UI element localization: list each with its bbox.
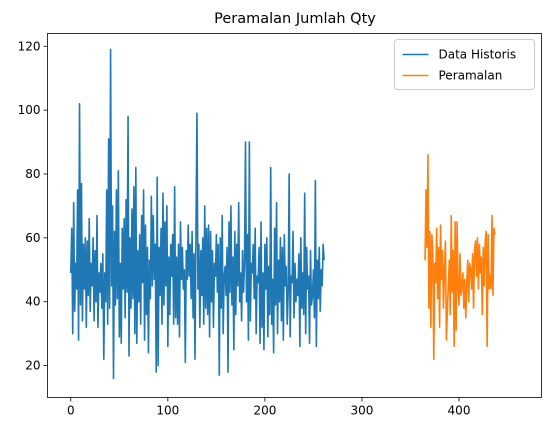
y-tick-label: 60 [25, 231, 40, 245]
legend-label-2: Peramalan [439, 69, 503, 83]
chart-title: Peramalan Jumlah Qty [214, 11, 376, 27]
y-tick-label: 40 [25, 295, 40, 309]
x-axis: 0 100 200 300 400 [67, 397, 471, 418]
legend: Data Historis Peramalan [394, 39, 535, 90]
y-tick-label: 120 [18, 39, 41, 53]
x-tick-label: 100 [156, 404, 179, 418]
x-tick-label: 400 [448, 404, 471, 418]
legend-label-1: Data Historis [439, 48, 517, 62]
series-line-2 [424, 154, 496, 360]
plot-frame [47, 33, 542, 398]
series-layer [69, 48, 496, 380]
y-tick-label: 100 [18, 103, 41, 117]
x-tick-label: 200 [253, 404, 276, 418]
legend-box [394, 39, 535, 90]
series-line-1 [69, 48, 325, 380]
x-tick-label: 0 [67, 404, 75, 418]
x-tick-label: 300 [350, 404, 373, 418]
y-tick-label: 20 [25, 359, 40, 373]
y-tick-label: 80 [25, 167, 40, 181]
plot-area [47, 33, 542, 398]
y-axis: 20 40 60 80 100 120 [18, 39, 48, 373]
